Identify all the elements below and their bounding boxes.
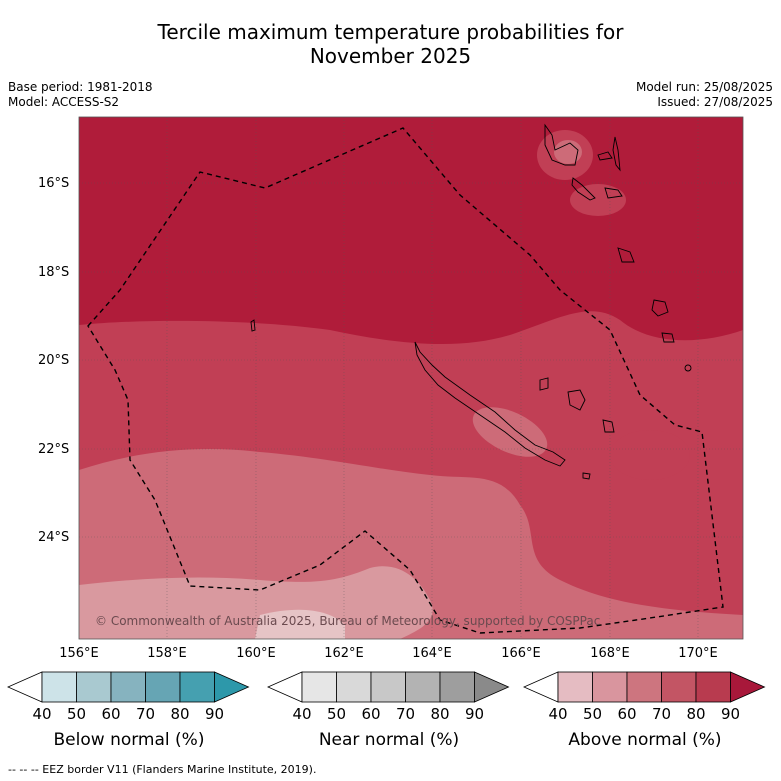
colorbar-title-above: Above normal (%) xyxy=(568,730,722,750)
tanna-coast xyxy=(651,299,669,317)
colorbar-tick-label: 80 xyxy=(430,705,450,723)
colorbar-min-arrow xyxy=(267,671,303,703)
map-frame xyxy=(78,116,744,640)
lon-label-170e: 170°E xyxy=(678,646,718,661)
colorbar-tick-label: 60 xyxy=(361,705,381,723)
malekula-coast xyxy=(571,177,596,201)
colorbar-segment xyxy=(439,671,475,703)
colorbar-below-normal xyxy=(7,671,250,703)
colorbar-tick-label: 50 xyxy=(326,705,347,723)
chesterfield-coast xyxy=(250,319,256,332)
lat-label-20s: 20°S xyxy=(38,353,70,368)
colorbar-tick-label: 90 xyxy=(464,705,485,723)
colorbar-tick-label: 70 xyxy=(135,705,156,723)
colorbar-segment xyxy=(145,671,181,703)
map-fill xyxy=(79,117,743,639)
erromango-coast xyxy=(617,247,635,263)
colorbar-max-arrow xyxy=(474,671,510,703)
colorbar-title-below: Below normal (%) xyxy=(53,730,205,750)
colorbar-segment xyxy=(405,671,441,703)
epi-coast xyxy=(604,187,623,199)
colorbar-tick-label: 60 xyxy=(101,705,121,723)
new-caledonia-coast xyxy=(414,341,566,467)
lat-label-24s: 24°S xyxy=(38,530,70,545)
left-metadata: Base period: 1981-2018 Model: ACCESS-S2 xyxy=(8,80,153,110)
colorbar-segment xyxy=(110,671,146,703)
colorbar-segment xyxy=(76,671,112,703)
colorbar-segment xyxy=(301,671,337,703)
colorbar-segment xyxy=(695,671,731,703)
title-line-2: November 2025 xyxy=(309,44,472,68)
lon-label-156e: 156°E xyxy=(59,646,99,661)
colorbar-tick-label: 40 xyxy=(32,705,52,723)
lifou-coast xyxy=(567,389,586,411)
ambae-coast xyxy=(597,151,613,161)
mare-coast xyxy=(602,419,615,433)
lon-label-164e: 164°E xyxy=(412,646,452,661)
colorbar-tick-label: 40 xyxy=(292,705,312,723)
region-above-40 xyxy=(255,609,345,639)
colorbar-min-arrow xyxy=(7,671,43,703)
title-line-1: Tercile maximum temperature probabilitie… xyxy=(157,20,624,44)
aneityum-coast xyxy=(661,332,675,343)
lon-label-158e: 158°E xyxy=(147,646,187,661)
colorbar-segment xyxy=(179,671,215,703)
colorbar-segment xyxy=(336,671,372,703)
colorbar-segment xyxy=(557,671,593,703)
vanuatu-south-zone xyxy=(570,184,626,216)
copyright-notice: © Commonwealth of Australia 2025, Bureau… xyxy=(95,614,601,628)
colorbar-segment xyxy=(41,671,77,703)
colorbar-above-normal xyxy=(523,671,766,703)
lon-label-166e: 166°E xyxy=(501,646,541,661)
colorbar-min-arrow xyxy=(523,671,559,703)
colorbar-segment xyxy=(592,671,628,703)
colorbar-max-arrow xyxy=(730,671,766,703)
eez-footer-note: -- -- -- EEZ border V11 (Flanders Marine… xyxy=(8,763,317,776)
map-title: Tercile maximum temperature probabilitie… xyxy=(0,20,781,68)
eez-border xyxy=(87,127,724,634)
colorbar-segment xyxy=(370,671,406,703)
base-period: Base period: 1981-2018 xyxy=(8,80,153,94)
colorbar-segment xyxy=(626,671,662,703)
coastlines xyxy=(250,123,692,480)
colorbar-tick-label: 90 xyxy=(720,705,741,723)
model-run: Model run: 25/08/2025 xyxy=(635,80,773,94)
colorbar-tick-label: 40 xyxy=(548,705,568,723)
east-zone xyxy=(610,430,690,480)
colorbar-tick-label: 90 xyxy=(204,705,225,723)
colorbar-tick-label: 50 xyxy=(582,705,603,723)
lat-label-16s: 16°S xyxy=(38,176,70,191)
isle-of-pines-coast xyxy=(582,472,591,480)
new-caledonia-zone xyxy=(472,407,548,457)
colorbar-near-normal xyxy=(267,671,510,703)
model-name: Model: ACCESS-S2 xyxy=(8,95,120,109)
colorbar-tick-label: 70 xyxy=(395,705,416,723)
lon-label-168e: 168°E xyxy=(590,646,630,661)
lat-label-22s: 22°S xyxy=(38,442,70,457)
region-above-50 xyxy=(79,566,433,639)
espiritu-santo-coast xyxy=(544,123,579,166)
lon-label-162e: 162°E xyxy=(324,646,364,661)
colorbar-title-near: Near normal (%) xyxy=(318,730,460,750)
vanuatu-north-core xyxy=(554,140,582,164)
colorbar-tick-label: 50 xyxy=(66,705,87,723)
issued-date: Issued: 27/08/2025 xyxy=(657,95,773,109)
right-metadata: Model run: 25/08/2025 Issued: 27/08/2025 xyxy=(636,80,773,110)
colorbar-tick-label: 80 xyxy=(686,705,706,723)
colorbar-tick-label: 60 xyxy=(617,705,637,723)
colorbar-segment xyxy=(661,671,697,703)
matthew-island-coast xyxy=(684,364,692,372)
colorbar-max-arrow xyxy=(214,671,250,703)
maewo-coast xyxy=(612,136,621,172)
colorbar-tick-label: 80 xyxy=(170,705,190,723)
lon-label-160e: 160°E xyxy=(236,646,276,661)
ouvea-coast xyxy=(539,377,549,391)
lat-label-18s: 18°S xyxy=(38,265,70,280)
colorbar-tick-label: 70 xyxy=(651,705,672,723)
